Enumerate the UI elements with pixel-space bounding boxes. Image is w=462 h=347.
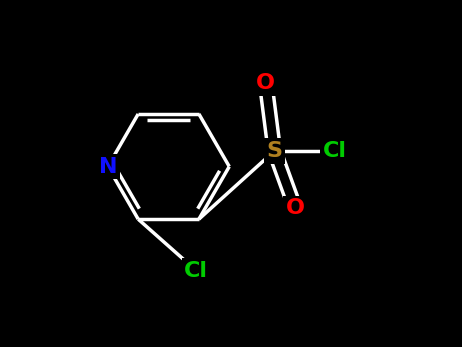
Text: Cl: Cl xyxy=(184,261,208,281)
Text: S: S xyxy=(267,141,282,161)
Text: O: O xyxy=(256,73,275,93)
Text: O: O xyxy=(286,198,305,218)
Text: N: N xyxy=(98,156,117,177)
Text: Cl: Cl xyxy=(323,141,347,161)
